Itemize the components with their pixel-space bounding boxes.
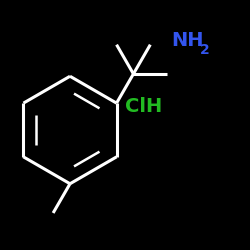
Text: NH: NH [171,31,204,50]
Text: 2: 2 [200,44,210,58]
Text: ClH: ClH [125,97,162,116]
